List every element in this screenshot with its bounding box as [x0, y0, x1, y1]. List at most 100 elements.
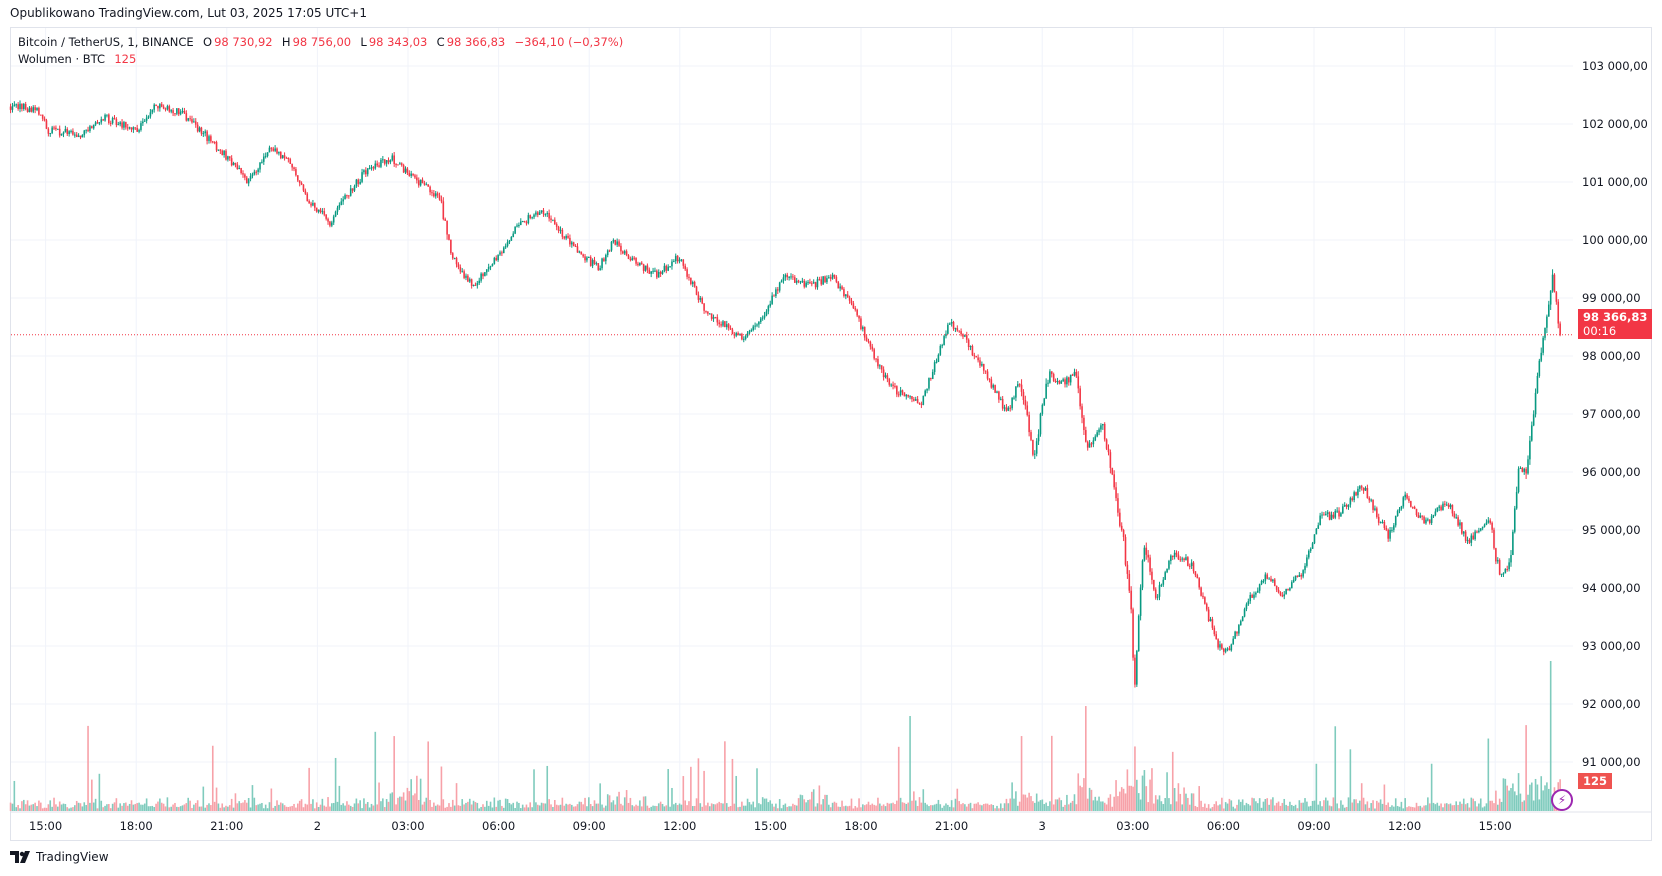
volume-bar: [1455, 801, 1457, 811]
candle: [826, 278, 828, 283]
candle: [270, 147, 273, 149]
candle: [554, 219, 556, 225]
volume-bar: [1266, 798, 1269, 811]
candle: [1413, 506, 1416, 509]
candle: [1264, 574, 1267, 581]
candle: [117, 124, 120, 126]
candle: [943, 336, 945, 346]
candle: [425, 184, 428, 186]
volume-bar: [546, 765, 549, 811]
candle: [667, 266, 669, 271]
volume-bar: [1050, 735, 1053, 811]
candle: [121, 122, 123, 128]
candle: [1428, 519, 1431, 523]
volume-bar: [1158, 795, 1161, 811]
volume-bar: [873, 804, 875, 811]
volume-bar: [1451, 805, 1454, 811]
volume-bar: [308, 767, 310, 811]
candle: [1077, 376, 1080, 389]
volume-bar: [351, 806, 354, 811]
candle: [142, 121, 144, 124]
candle: [657, 271, 660, 278]
volume-bar: [442, 799, 445, 811]
volume-bar: [1062, 806, 1064, 811]
candle: [901, 390, 904, 393]
candle: [1345, 504, 1348, 507]
tradingview-logo[interactable]: TradingView: [10, 850, 109, 864]
volume-bar: [1258, 798, 1261, 811]
volume-bar: [1340, 800, 1342, 811]
volume-bar: [922, 789, 925, 811]
volume-bar: [338, 785, 341, 811]
volume-bar: [1459, 801, 1461, 811]
candle: [1190, 562, 1193, 567]
volume-bar: [361, 808, 363, 811]
volume-bar: [58, 801, 61, 811]
candle: [21, 103, 23, 110]
candle: [308, 200, 310, 204]
price-tick-label: 101 000,00: [1582, 175, 1648, 189]
time-tick-label: 3: [1039, 819, 1046, 833]
volume-bar: [1016, 805, 1019, 811]
chart-frame[interactable]: [10, 27, 1652, 841]
volume-bar: [431, 806, 433, 811]
candle: [1462, 531, 1465, 534]
candle: [125, 122, 127, 128]
candle: [523, 221, 526, 223]
candle: [1489, 520, 1492, 523]
volume-bar: [370, 803, 373, 811]
volume-bar: [206, 804, 208, 811]
candle: [691, 282, 694, 284]
candle: [1111, 467, 1114, 475]
candle: [470, 279, 473, 286]
candle: [1058, 381, 1061, 384]
candle: [1139, 587, 1142, 616]
volume-title[interactable]: Wolumen · BTC: [18, 52, 106, 66]
lightning-icon[interactable]: ⚡: [1551, 789, 1573, 811]
symbol-title[interactable]: Bitcoin / TetherUS, 1, BINANCE: [18, 35, 194, 49]
volume-bar: [349, 805, 352, 811]
candle: [1037, 434, 1040, 442]
candle: [852, 303, 855, 309]
volume-bar: [1173, 788, 1176, 811]
volume-bar: [253, 797, 256, 811]
candle: [57, 128, 59, 130]
volume-bar: [1304, 798, 1306, 811]
candle: [1001, 398, 1004, 409]
candle: [708, 313, 711, 315]
volume-bar: [1262, 801, 1265, 811]
candle: [363, 170, 365, 173]
volume-bar: [357, 803, 360, 811]
candle: [344, 195, 346, 200]
candle: [884, 375, 887, 378]
volume-bar: [960, 804, 962, 811]
candle: [115, 119, 118, 125]
volume-bar: [210, 805, 212, 811]
candle: [304, 190, 307, 194]
volume-bar: [795, 805, 798, 811]
candle: [1289, 588, 1291, 591]
volume-bar: [555, 804, 558, 811]
candle: [75, 134, 78, 137]
volume-bar: [1043, 804, 1046, 811]
volume-bar: [1230, 800, 1233, 811]
volume-bar: [1060, 800, 1063, 811]
candle: [990, 379, 993, 388]
volume-bar: [776, 808, 779, 811]
candle: [467, 275, 469, 282]
candle: [1281, 595, 1284, 597]
volume-bar: [1102, 801, 1104, 811]
candle: [1228, 648, 1231, 651]
candle: [656, 270, 658, 278]
candle: [845, 294, 847, 297]
volume-bar: [1436, 802, 1439, 811]
candle: [1472, 535, 1475, 540]
candle: [765, 311, 768, 316]
candle: [1024, 400, 1027, 406]
volume-bar: [933, 804, 936, 811]
volume-bar: [1018, 801, 1021, 811]
candle: [752, 326, 755, 331]
candle: [1109, 452, 1112, 468]
volume-bar: [646, 805, 649, 811]
